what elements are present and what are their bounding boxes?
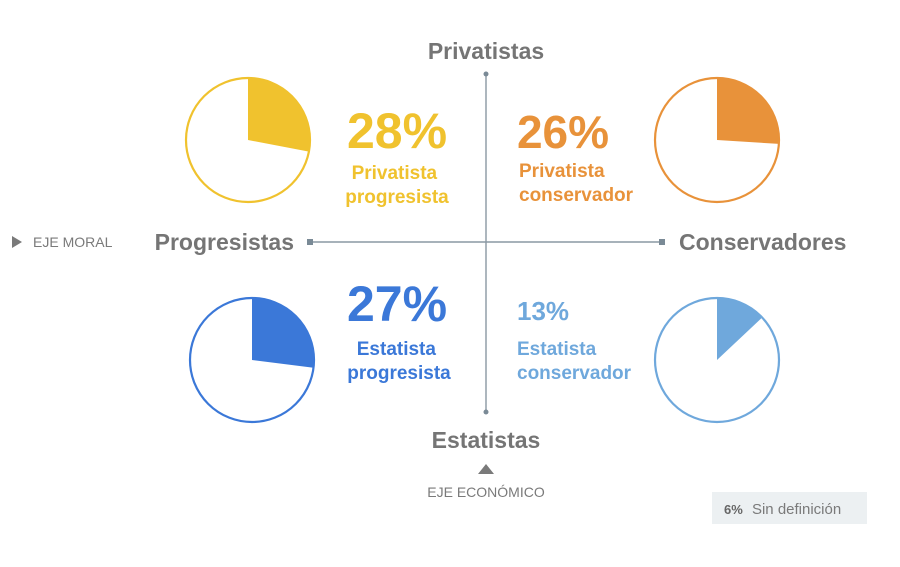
label-line-1: Privatista — [352, 163, 438, 184]
label-privatista-conservador: Privatista conservador — [519, 161, 634, 206]
axis-label-top: Privatistas — [428, 38, 544, 64]
eje-economico-arrow-icon — [478, 464, 494, 474]
undefined-value: 6% — [724, 502, 743, 517]
pie-privatista-conservador — [653, 76, 781, 204]
pie-estatista-conservador — [653, 296, 781, 424]
pie-slice — [717, 78, 780, 144]
pie-privatista-progresista — [184, 76, 312, 204]
eje-moral-arrow-icon — [12, 236, 22, 248]
eje-economico-label: EJE ECONÓMICO — [427, 484, 545, 500]
undefined-note: 6% Sin definición — [712, 492, 867, 524]
label-line-1: Estatista — [517, 339, 597, 360]
value-privatista-progresista: 28% — [347, 103, 447, 159]
label-estatista-conservador: Estatista conservador — [517, 339, 632, 384]
value-estatista-conservador: 13% — [517, 296, 569, 326]
label-line-2: conservador — [519, 185, 634, 206]
undefined-label: Sin definición — [752, 501, 841, 518]
label-estatista-progresista: Estatista progresista — [347, 339, 451, 384]
value-estatista-progresista: 27% — [347, 276, 447, 332]
label-line-2: conservador — [517, 363, 632, 384]
value-privatista-conservador: 26% — [517, 106, 609, 158]
label-privatista-progresista: Privatista progresista — [345, 163, 449, 208]
pie-slice — [717, 298, 763, 360]
pie-slice — [248, 78, 310, 152]
pie-estatista-progresista — [188, 296, 316, 424]
undefined-note-text: 6% Sin definición — [724, 501, 841, 518]
pie-slice — [252, 298, 314, 368]
axis-label-right: Conservadores — [679, 229, 846, 255]
vertical-axis-end-bottom — [483, 409, 489, 415]
label-line-1: Privatista — [519, 161, 605, 182]
axis-label-left: Progresistas — [155, 229, 294, 255]
label-line-2: progresista — [345, 187, 449, 208]
vertical-axis-end-top — [483, 71, 489, 77]
horizontal-axis-end-right — [659, 239, 665, 245]
label-line-2: progresista — [347, 363, 451, 384]
axis-label-bottom: Estatistas — [432, 427, 541, 453]
label-line-1: Estatista — [357, 339, 437, 360]
undefined-note-background — [712, 492, 867, 524]
horizontal-axis-end-left — [307, 239, 313, 245]
eje-moral-label: EJE MORAL — [33, 234, 113, 250]
